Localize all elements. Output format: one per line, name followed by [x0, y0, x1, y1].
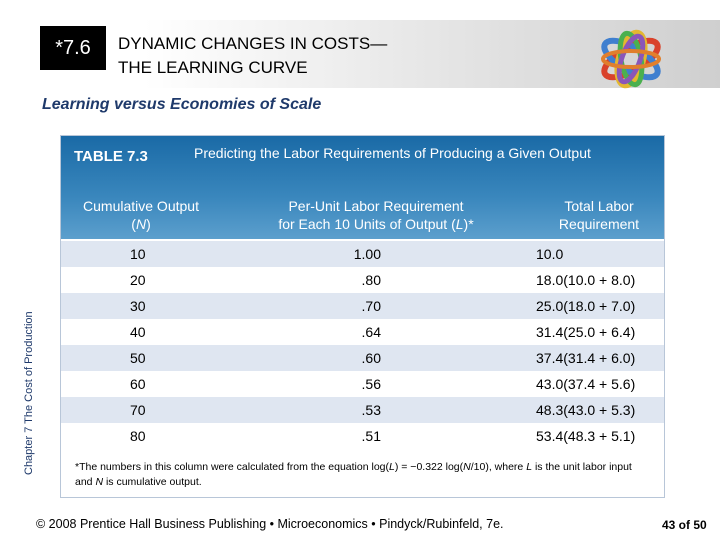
table-header: TABLE 7.3 Predicting the Labor Requireme… — [61, 136, 664, 239]
slide-title-line2: THE LEARNING CURVE — [118, 58, 308, 77]
cell-cumulative-output: 40 — [130, 324, 146, 340]
copyright-footer: © 2008 Prentice Hall Business Publishing… — [36, 517, 504, 531]
table-row: 50 .60 37.4(31.4 + 6.0) — [61, 345, 664, 371]
table-label: TABLE 7.3 — [74, 148, 148, 165]
chapter-side-label: Chapter 7 The Cost of Production — [23, 311, 35, 475]
table-row: 70 .53 48.3(43.0 + 5.3) — [61, 397, 664, 423]
cell-total-labor: 31.4(25.0 + 6.4) — [536, 324, 636, 340]
title-bar — [0, 20, 720, 88]
cell-cumulative-output: 60 — [130, 376, 146, 392]
table-row: 10 1.00 10.0 — [61, 241, 664, 267]
cell-per-unit-labor: .80 — [361, 272, 381, 288]
cell-total-labor: 48.3(43.0 + 5.3) — [536, 402, 636, 418]
cell-per-unit-labor: .56 — [361, 376, 381, 392]
table-row: 40 .64 31.4(25.0 + 6.4) — [61, 319, 664, 345]
table-row: 20 .80 18.0(10.0 + 8.0) — [61, 267, 664, 293]
column-header-per-unit-labor: Per-Unit Labor Requirement for Each 10 U… — [278, 198, 474, 232]
page-number: 43 of 50 — [662, 518, 707, 532]
table-row: 80 .51 53.4(48.3 + 5.1) — [61, 423, 664, 449]
column-header-cumulative-output: Cumulative Output (N) — [83, 198, 199, 232]
cell-per-unit-labor: .70 — [361, 298, 381, 314]
cell-per-unit-labor: .51 — [361, 428, 381, 444]
table-caption: Predicting the Labor Requirements of Pro… — [194, 145, 591, 161]
column-header-total-labor: Total Labor Requirement — [558, 198, 640, 232]
cell-total-labor: 37.4(31.4 + 6.0) — [536, 350, 636, 366]
table-row: 30 .70 25.0(18.0 + 7.0) — [61, 293, 664, 319]
cell-per-unit-labor: 1.00 — [353, 246, 381, 262]
cell-per-unit-labor: .64 — [361, 324, 381, 340]
cell-cumulative-output: 30 — [130, 298, 146, 314]
cell-per-unit-labor: .60 — [361, 350, 381, 366]
section-number: *7.6 — [40, 26, 106, 70]
cell-total-labor: 18.0(10.0 + 8.0) — [536, 272, 636, 288]
table-footnote: *The numbers in this column were calcula… — [75, 461, 632, 488]
cell-cumulative-output: 20 — [130, 272, 146, 288]
cell-total-labor: 53.4(48.3 + 5.1) — [536, 428, 636, 444]
slide-title-line1: DYNAMIC CHANGES IN COSTS— — [118, 34, 388, 53]
cell-cumulative-output: 50 — [130, 350, 146, 366]
table-panel: TABLE 7.3 Predicting the Labor Requireme… — [60, 135, 665, 498]
cell-cumulative-output: 70 — [130, 402, 146, 418]
interlocking-rings-icon — [585, 26, 677, 97]
table-row: 60 .56 43.0(37.4 + 5.6) — [61, 371, 664, 397]
cell-total-labor: 25.0(18.0 + 7.0) — [536, 298, 636, 314]
cell-cumulative-output: 80 — [130, 428, 146, 444]
cell-total-labor: 10.0 — [536, 246, 564, 262]
cell-total-labor: 43.0(37.4 + 5.6) — [536, 376, 636, 392]
cell-per-unit-labor: .53 — [361, 402, 381, 418]
slide-subtitle: Learning versus Economies of Scale — [42, 96, 322, 113]
cell-cumulative-output: 10 — [130, 246, 146, 262]
